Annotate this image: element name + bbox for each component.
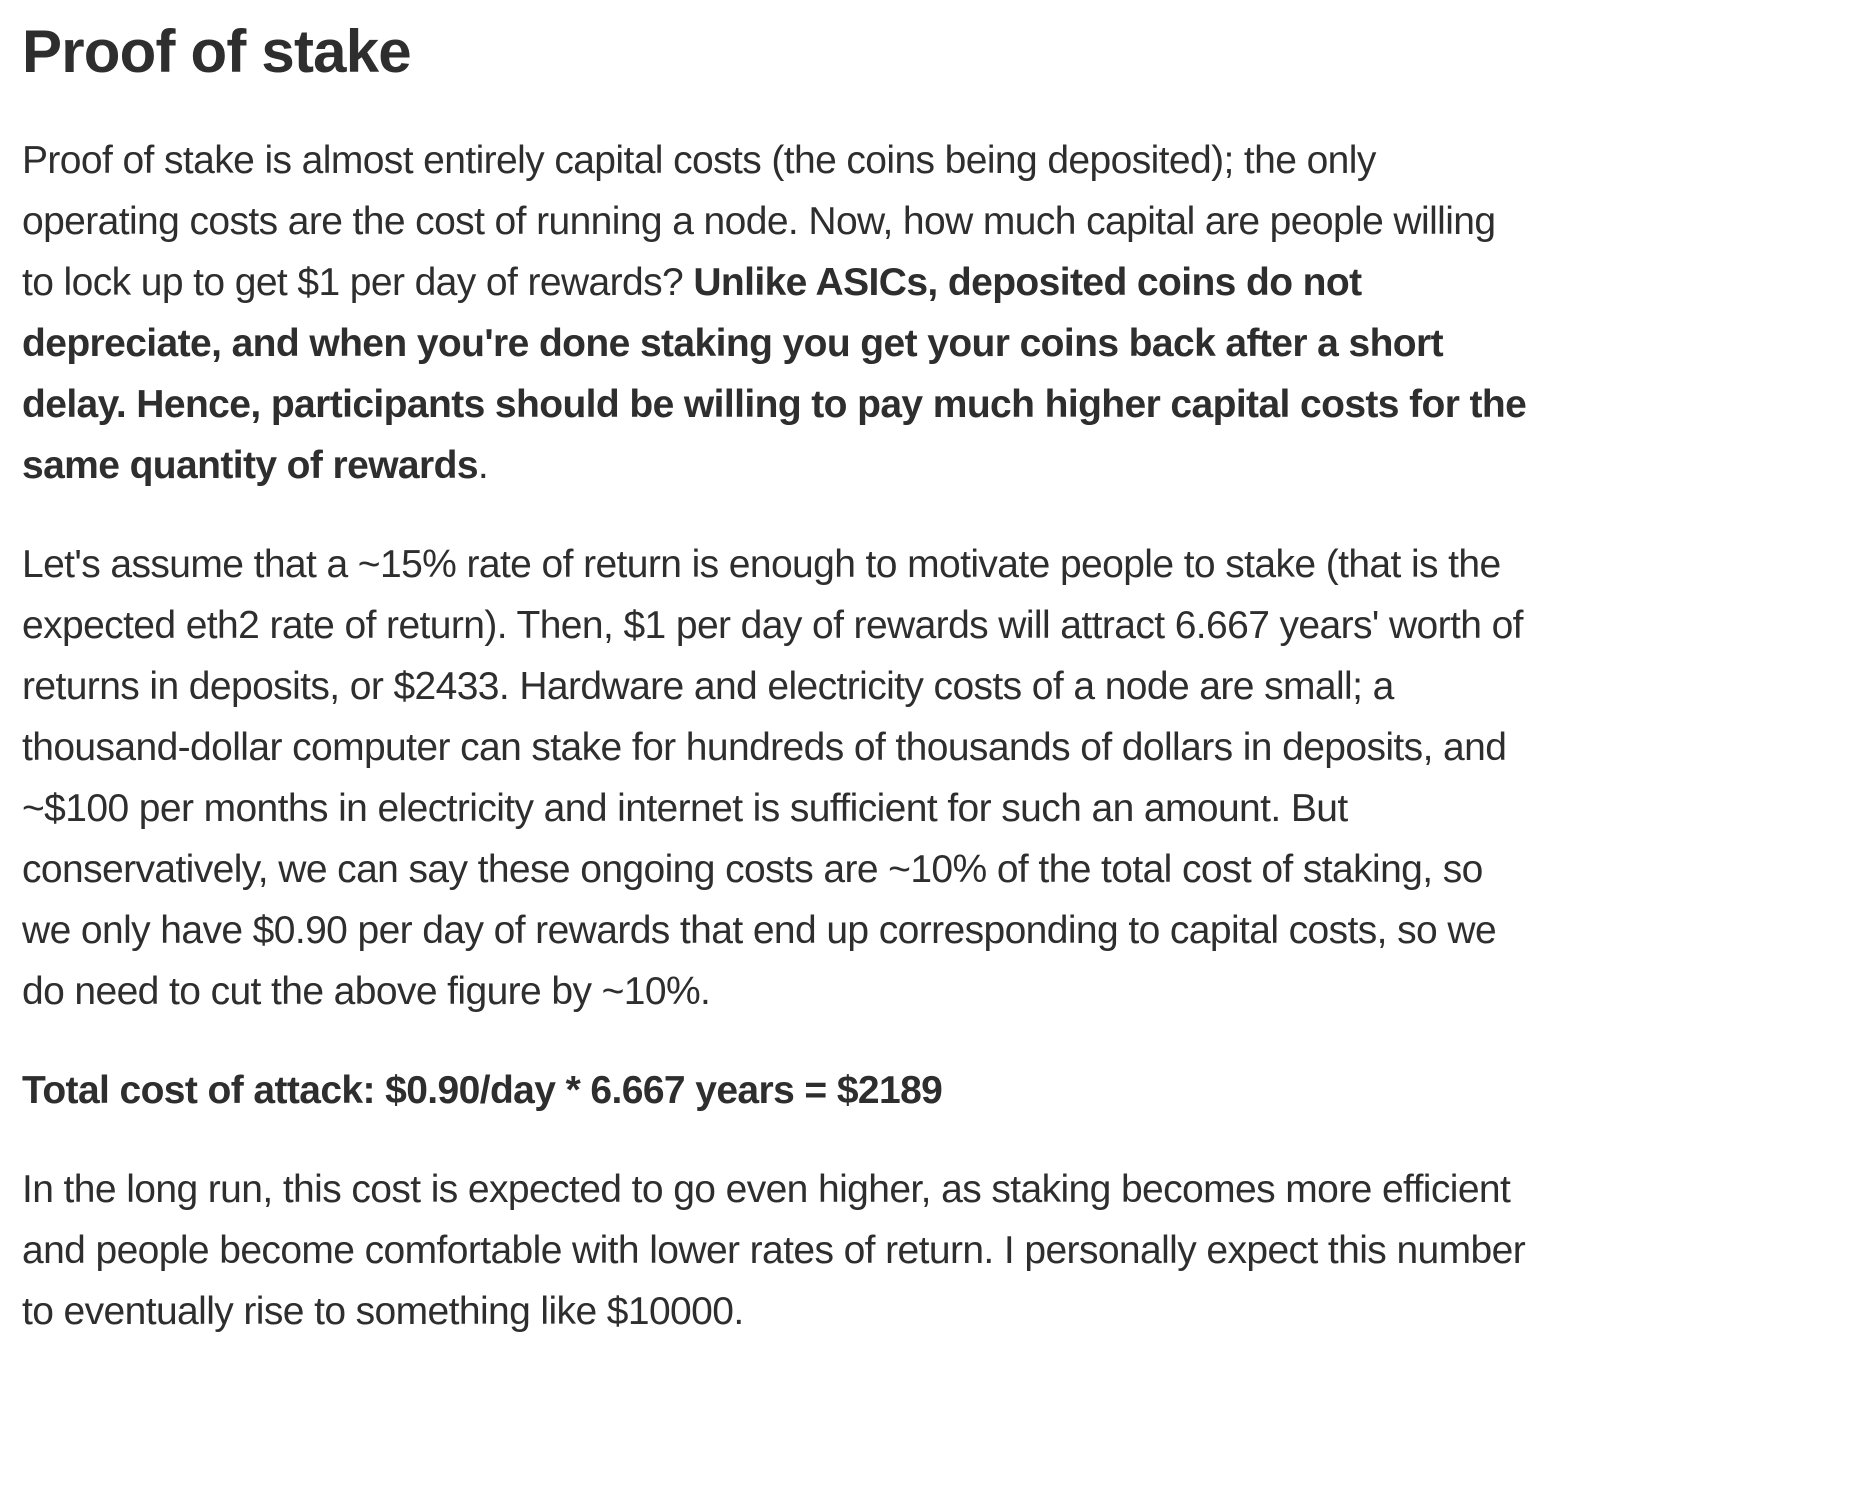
paragraph-outlook: In the long run, this cost is expected t… [22,1168,1526,1333]
article-body: Proof of stake Proof of stake is almost … [22,18,1527,1334]
intro-bold-emphasis: Unlike ASICs, deposited coins do not dep… [22,261,1527,487]
page-title: Proof of stake [22,18,412,85]
paragraph-analysis: Let's assume that a ~15% rate of return … [22,543,1524,1013]
intro-text-tail: . [477,444,489,487]
paragraph-intro: Proof of stake is almost entirely capita… [22,130,1527,496]
total-cost-of-attack-line: Total cost of attack: $0.90/day * 6.667 … [22,1069,943,1112]
intro-text-lead: Proof of stake is almost entirely capita… [22,139,1496,304]
